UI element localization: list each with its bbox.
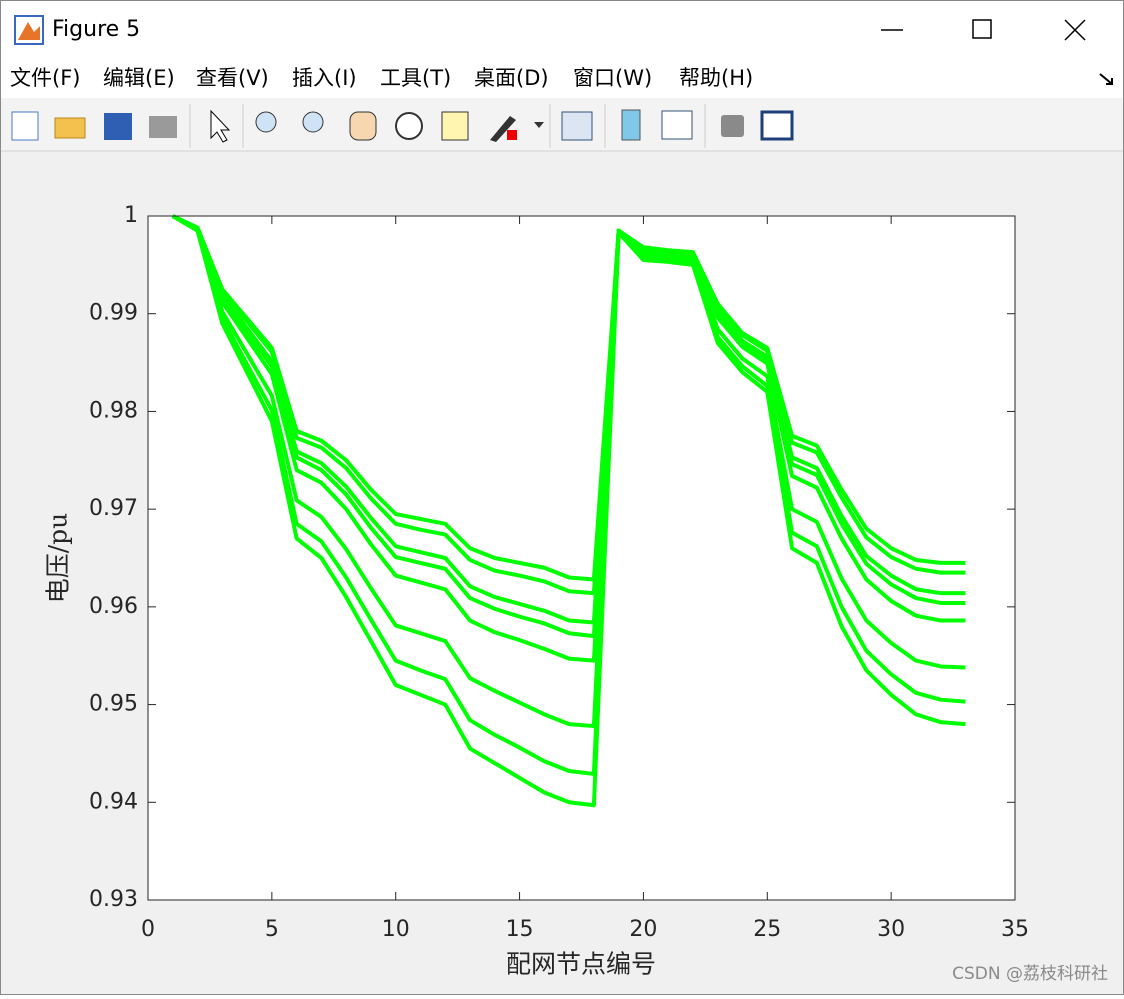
data-line bbox=[171, 214, 966, 596]
x-tick-label: 25 bbox=[753, 917, 781, 942]
data-line bbox=[171, 214, 966, 663]
menu-arrow[interactable] bbox=[1099, 73, 1113, 85]
menu-item[interactable]: 工具(T) bbox=[380, 66, 451, 90]
watermark: CSDN @荔枝科研社 bbox=[952, 964, 1108, 984]
menu-item[interactable]: 编辑(E) bbox=[103, 66, 175, 90]
y-tick-label: 0.96 bbox=[89, 594, 138, 619]
menu-bar bbox=[1, 58, 1123, 98]
close-button[interactable] bbox=[1064, 19, 1086, 41]
menu-item[interactable]: 插入(I) bbox=[292, 66, 357, 90]
axes-background bbox=[148, 216, 1015, 900]
data-line bbox=[171, 214, 966, 776]
open-icon[interactable] bbox=[54, 117, 86, 139]
rotate-icon[interactable] bbox=[395, 112, 423, 140]
x-tick-label: 15 bbox=[506, 917, 534, 942]
x-tick-label: 0 bbox=[141, 917, 155, 942]
zoom-out-icon[interactable] bbox=[302, 111, 324, 133]
y-tick-label: 0.97 bbox=[89, 496, 138, 521]
x-tick-label: 5 bbox=[265, 917, 279, 942]
menu-item[interactable]: 窗口(W) bbox=[573, 66, 652, 90]
data-line bbox=[171, 214, 966, 729]
data-line bbox=[171, 214, 966, 582]
app-icon bbox=[14, 15, 44, 45]
data-line bbox=[171, 214, 966, 625]
print-icon[interactable] bbox=[149, 116, 177, 138]
x-axis-label: 配网节点编号 bbox=[506, 950, 656, 979]
window-title: Figure 5 bbox=[52, 17, 140, 42]
save-icon[interactable] bbox=[104, 113, 132, 140]
y-tick-label: 0.99 bbox=[89, 301, 138, 326]
menu-item[interactable]: 文件(F) bbox=[10, 66, 80, 90]
y-axis-label: 电压/pu bbox=[44, 513, 73, 604]
x-tick-label: 35 bbox=[1001, 917, 1029, 942]
new-icon[interactable] bbox=[11, 111, 39, 141]
datatip-icon[interactable] bbox=[441, 111, 469, 141]
legend-icon[interactable] bbox=[661, 110, 693, 140]
y-tick-label: 0.94 bbox=[89, 789, 138, 814]
brush-color bbox=[507, 130, 517, 140]
maximize-button[interactable] bbox=[972, 19, 992, 39]
y-tick-label: 0.93 bbox=[89, 887, 138, 912]
menu-item[interactable]: 桌面(D) bbox=[474, 66, 549, 90]
link-icon[interactable] bbox=[561, 111, 593, 141]
hide-tools-icon[interactable] bbox=[721, 115, 744, 137]
dock-icon[interactable] bbox=[760, 110, 794, 141]
x-tick-label: 20 bbox=[629, 917, 657, 942]
x-tick-label: 10 bbox=[382, 917, 410, 942]
data-line bbox=[171, 214, 966, 639]
brush-icon[interactable] bbox=[490, 116, 516, 142]
data-line bbox=[171, 214, 966, 808]
x-tick-label: 30 bbox=[877, 917, 905, 942]
pan-icon[interactable] bbox=[349, 111, 377, 141]
y-tick-label: 0.98 bbox=[89, 398, 138, 423]
colorbar-icon[interactable] bbox=[621, 109, 641, 141]
menu-item[interactable]: 帮助(H) bbox=[679, 66, 753, 90]
pointer-icon[interactable] bbox=[210, 109, 231, 143]
y-tick-label: 0.95 bbox=[89, 692, 138, 717]
toolbar-icons bbox=[11, 104, 794, 148]
y-tick-label: 1 bbox=[124, 203, 138, 228]
title-bar bbox=[1, 1, 1123, 58]
menu-item[interactable]: 查看(V) bbox=[196, 66, 269, 90]
axes-box bbox=[147, 215, 1016, 901]
zoom-in-icon[interactable] bbox=[255, 111, 277, 133]
dropdown-arrow[interactable] bbox=[534, 122, 544, 128]
